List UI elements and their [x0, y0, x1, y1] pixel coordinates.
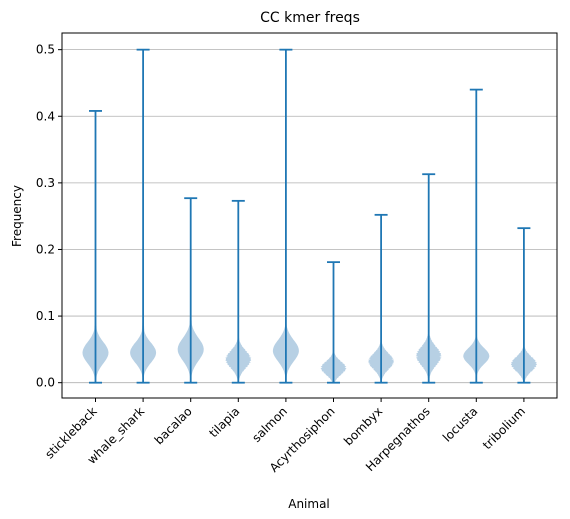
y-tick-label: 0.5: [36, 43, 55, 57]
grid-lines: [62, 49, 557, 384]
y-tick-label: 0.3: [36, 176, 55, 190]
y-tick-label: 0.1: [36, 309, 55, 323]
x-tick-label: bacalao: [152, 404, 195, 447]
stem-group: [89, 48, 531, 384]
x-tick-label: bombyx: [341, 404, 385, 448]
x-tick-label: locusta: [440, 404, 480, 444]
plot-frame: [61, 32, 558, 399]
y-axis-ticks: 0.0 0.1 0.2 0.3 0.4 0.5: [36, 43, 62, 390]
y-tick-label: 0.4: [36, 109, 55, 123]
x-tick-label: tilapia: [206, 404, 242, 440]
x-tick-label: salmon: [249, 404, 290, 445]
violin-group: [82, 289, 537, 383]
y-tick-label: 0.2: [36, 242, 55, 256]
x-axis-label: Animal: [288, 497, 330, 511]
chart-title: CC kmer freqs: [260, 10, 360, 26]
y-axis-label: Frequency: [10, 185, 24, 247]
y-tick-label: 0.0: [36, 376, 55, 390]
x-tick-label: tribolium: [480, 404, 528, 452]
